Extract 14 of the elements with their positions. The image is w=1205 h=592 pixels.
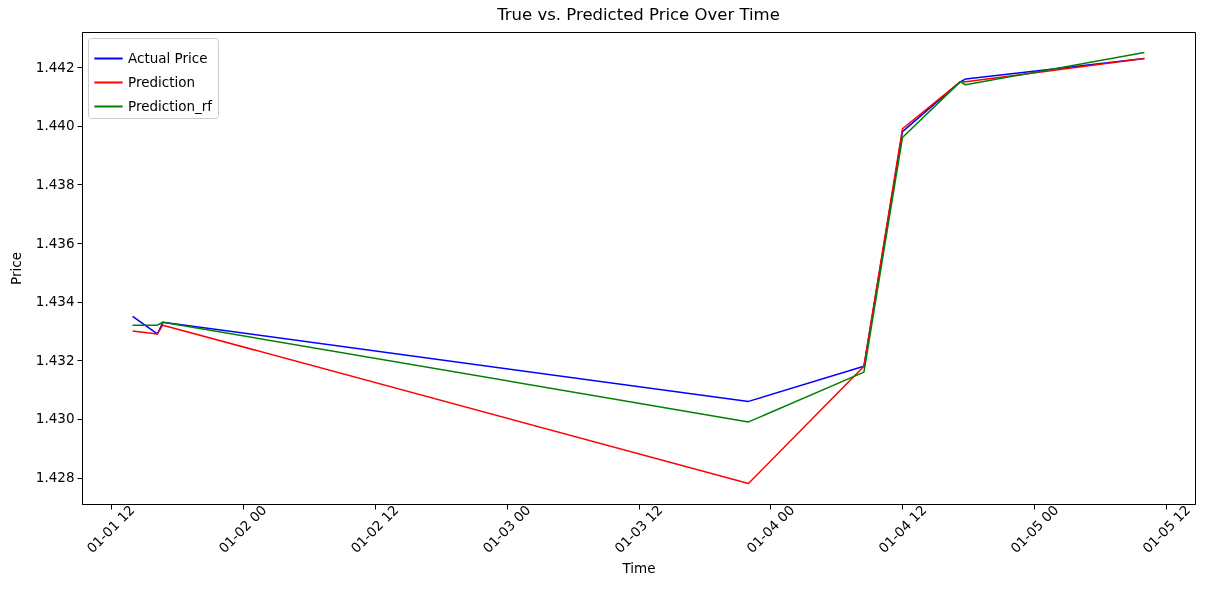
legend-label: Prediction_rf: [128, 97, 214, 114]
y-tick-label: 1.438: [35, 175, 75, 192]
y-axis-title: Price: [7, 252, 24, 285]
y-tick-label: 1.442: [35, 58, 75, 75]
y-tick-label: 1.432: [35, 351, 75, 368]
y-tick-label: 1.428: [35, 469, 75, 486]
y-tick-label: 1.434: [35, 293, 75, 310]
y-tick-label: 1.440: [35, 117, 75, 134]
y-tick-label: 1.430: [35, 410, 75, 427]
legend-label: Prediction: [128, 73, 196, 90]
x-axis-title: Time: [621, 559, 656, 576]
y-tick-label: 1.436: [35, 234, 75, 251]
legend-label: Actual Price: [128, 49, 208, 66]
chart-title: True vs. Predicted Price Over Time: [496, 4, 780, 24]
